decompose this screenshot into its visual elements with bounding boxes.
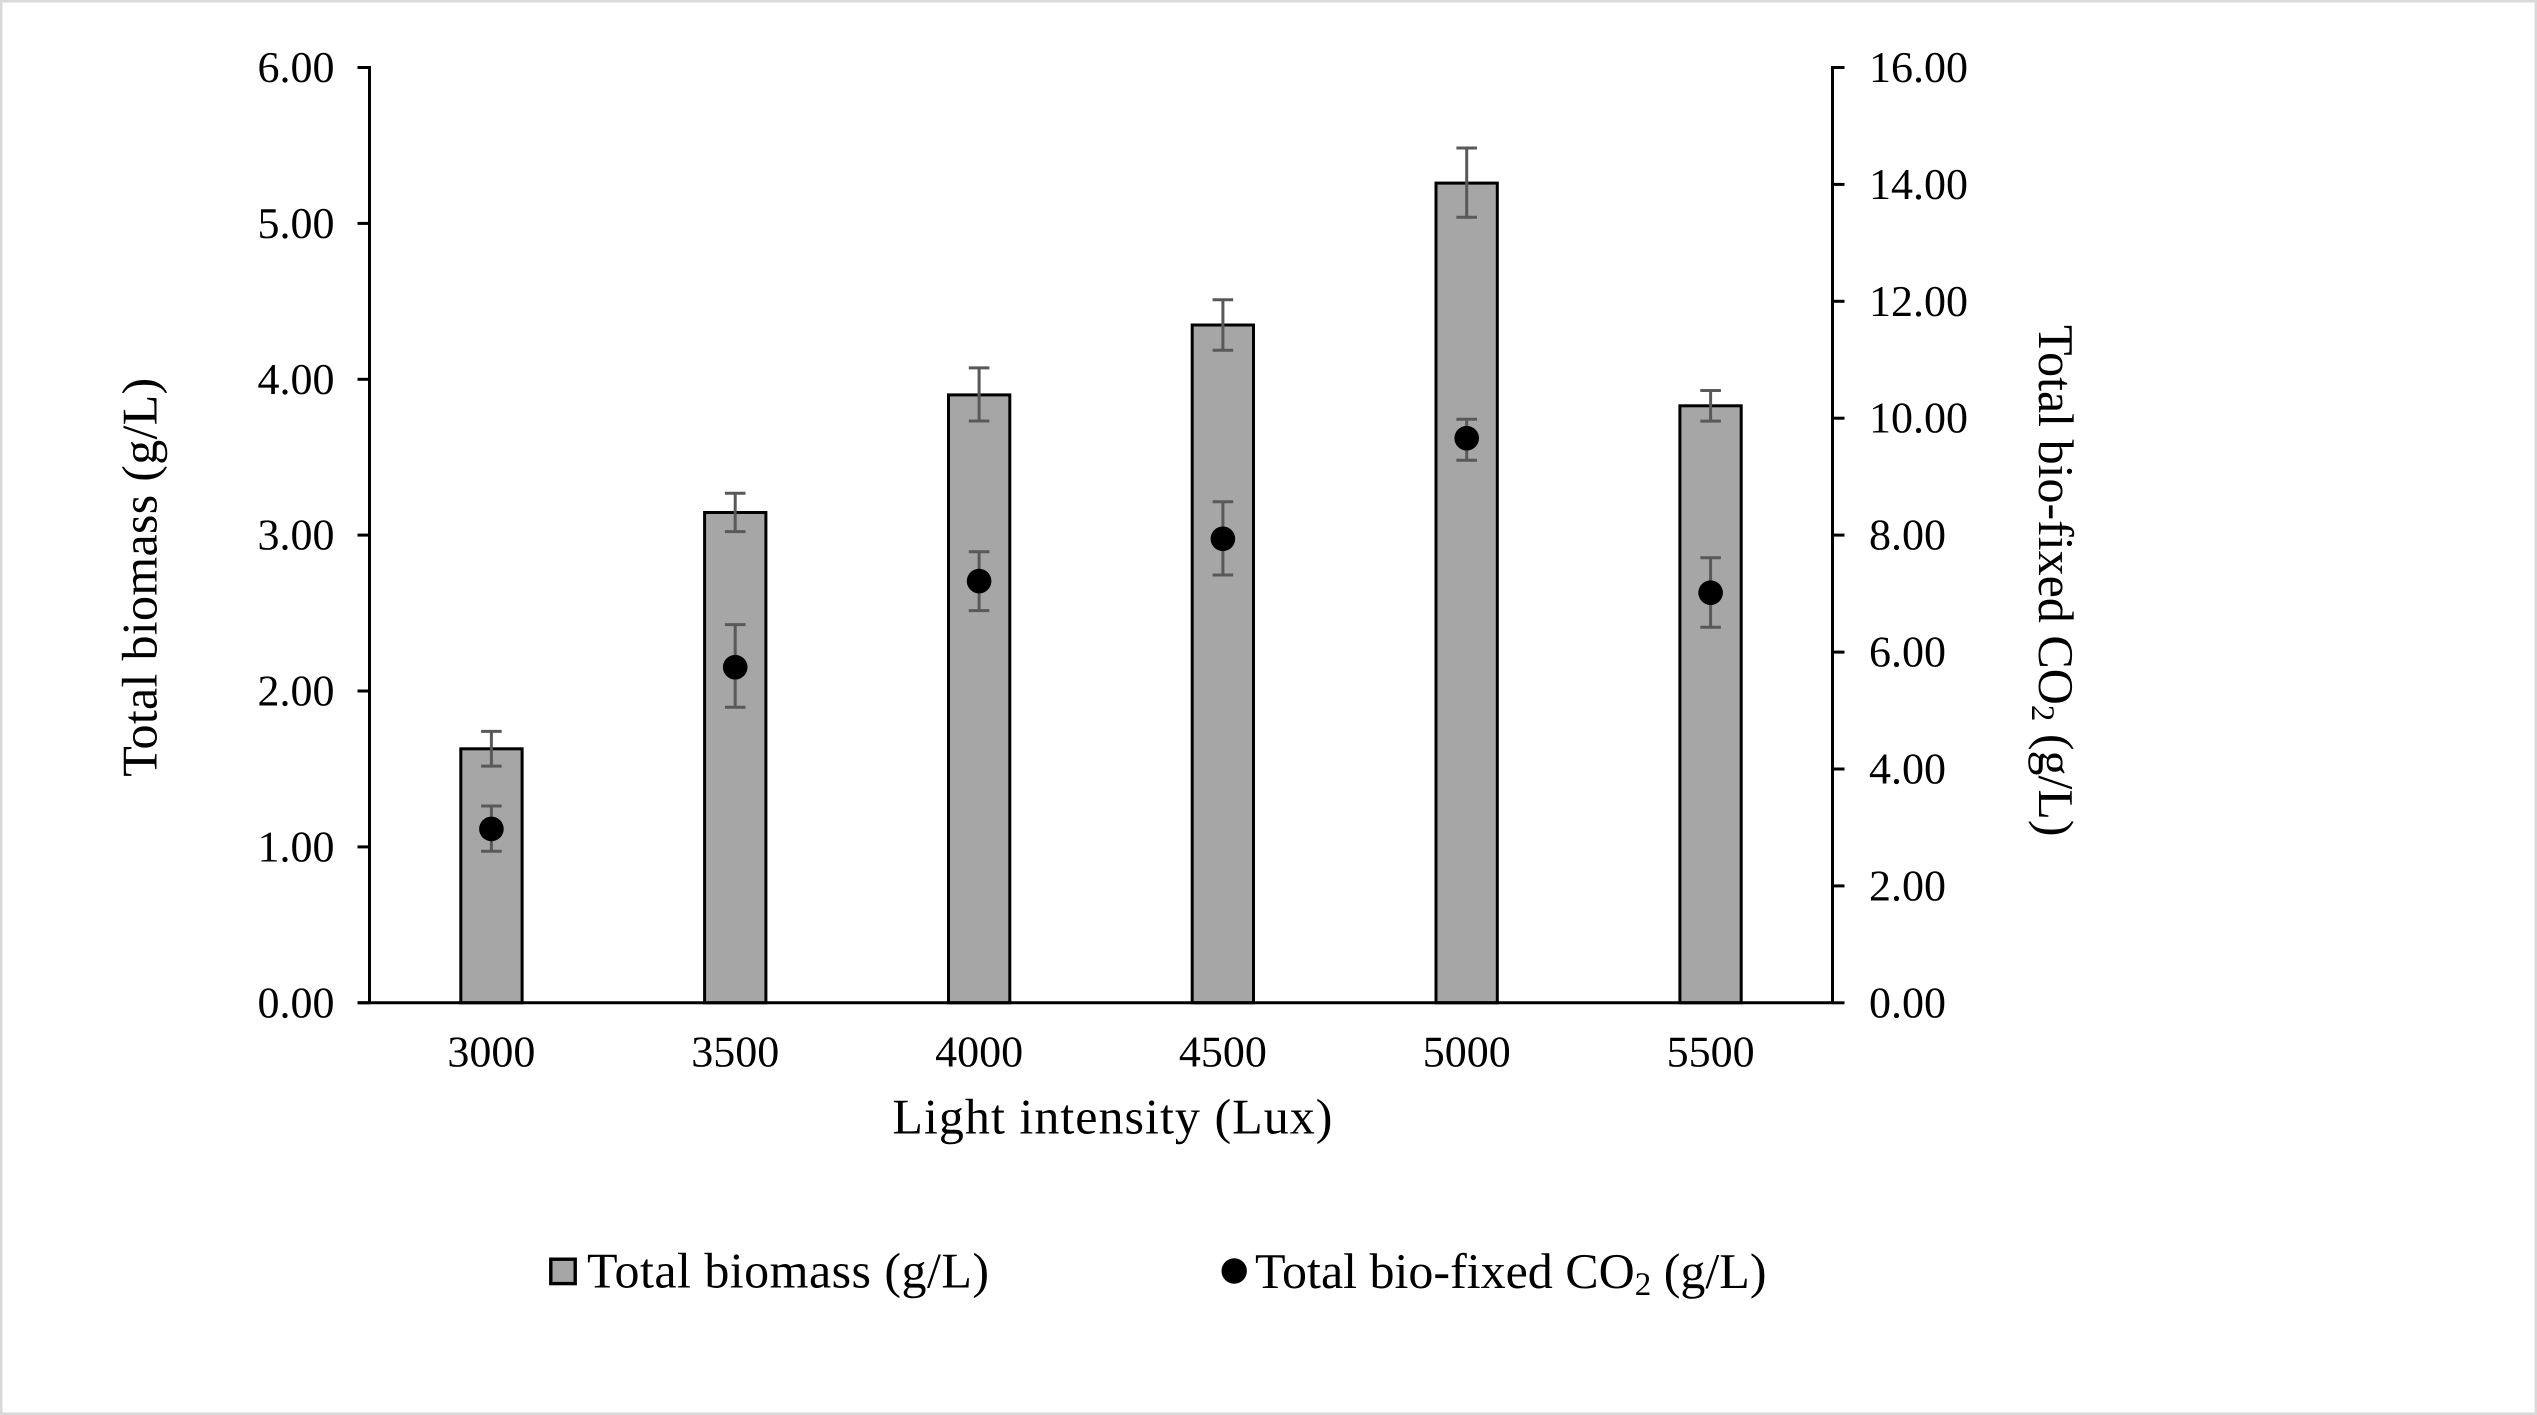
svg-text:14.00: 14.00 xyxy=(1869,160,1968,209)
svg-text:Light intensity (Lux): Light intensity (Lux) xyxy=(892,1089,1332,1145)
svg-text:4000: 4000 xyxy=(935,1027,1023,1076)
svg-text:Total bio-fixed CO2 (g/L): Total bio-fixed CO2 (g/L) xyxy=(2024,325,2084,837)
svg-text:Total biomass (g/L): Total biomass (g/L) xyxy=(111,378,167,777)
svg-text:12.00: 12.00 xyxy=(1869,277,1968,326)
svg-text:Total bio-fixed CO2 (g/L): Total bio-fixed CO2 (g/L) xyxy=(1255,1243,1767,1303)
svg-text:3500: 3500 xyxy=(691,1027,779,1076)
svg-text:0.00: 0.00 xyxy=(1869,978,1946,1027)
svg-text:3000: 3000 xyxy=(447,1027,535,1076)
svg-text:16.00: 16.00 xyxy=(1869,43,1968,92)
svg-text:1.00: 1.00 xyxy=(258,822,335,871)
svg-text:4500: 4500 xyxy=(1179,1027,1267,1076)
svg-text:8.00: 8.00 xyxy=(1869,511,1946,560)
svg-text:5500: 5500 xyxy=(1667,1027,1755,1076)
svg-text:4.00: 4.00 xyxy=(258,355,335,404)
svg-text:5.00: 5.00 xyxy=(258,199,335,248)
svg-text:10.00: 10.00 xyxy=(1869,394,1968,443)
svg-text:Total biomass (g/L): Total biomass (g/L) xyxy=(587,1243,989,1299)
svg-text:2.00: 2.00 xyxy=(258,667,335,716)
svg-text:0.00: 0.00 xyxy=(258,978,335,1027)
svg-text:3.00: 3.00 xyxy=(258,511,335,560)
svg-text:6.00: 6.00 xyxy=(1869,628,1946,677)
svg-text:5000: 5000 xyxy=(1423,1027,1511,1076)
svg-text:2.00: 2.00 xyxy=(1869,861,1946,910)
svg-text:4.00: 4.00 xyxy=(1869,745,1946,794)
svg-text:6.00: 6.00 xyxy=(258,43,335,92)
